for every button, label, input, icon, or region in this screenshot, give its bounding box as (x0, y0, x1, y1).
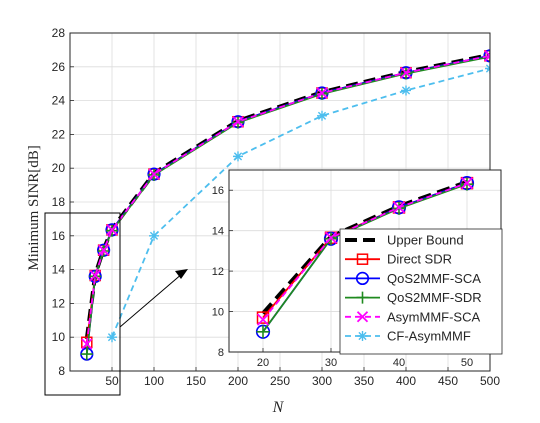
x-tick-label: 300 (312, 374, 332, 388)
inset-series-group (255, 176, 475, 339)
inset-x-tick-label: 20 (257, 357, 269, 369)
legend-marker-asymmmf-sca (356, 311, 369, 323)
y-tick-label: 22 (52, 127, 66, 141)
y-tick-label: 28 (52, 26, 66, 40)
point-asymmmf-sca (81, 338, 93, 350)
zoom-region-box (44, 212, 121, 396)
x-tick-label: 350 (354, 374, 374, 388)
legend-label-qos2mmf-sca: QoS2MMF-SCA (387, 271, 481, 286)
x-tick-label: 500 (480, 374, 500, 388)
y-tick-label: 20 (52, 161, 66, 175)
point-asymmmf-sca (484, 50, 490, 62)
inset-point-asymmmf-sca (324, 231, 338, 244)
point-cf-asymmmf (149, 230, 159, 241)
legend-label-upper-bound: Upper Bound (387, 233, 464, 248)
x-tick-label: 50 (105, 374, 119, 388)
x-axis-label: N (272, 399, 285, 416)
inset-line-upper-bound (261, 180, 468, 316)
legend-entry-direct-sdr: Direct SDR (345, 252, 452, 267)
legend-marker-qos2mmf-sca (355, 271, 370, 286)
y-tick-label: 14 (52, 263, 66, 277)
legend-entry-upper-bound: Upper Bound (345, 233, 464, 248)
y-tick-label: 24 (52, 94, 66, 108)
legend-label-qos2mmf-sdr: QoS2MMF-SDR (387, 290, 482, 305)
inset-x-tick-label: 50 (461, 357, 473, 369)
inset-point-asymmmf-sca (392, 201, 406, 214)
point-asymmmf-sca (148, 168, 160, 180)
inset-x-tick-label: 40 (393, 357, 405, 369)
legend-entry-qos2mmf-sdr: QoS2MMF-SDR (345, 290, 482, 305)
line-cf-asymmmf (111, 67, 490, 338)
zoom-arrow-head (175, 269, 188, 279)
point-asymmmf-sca (89, 269, 101, 282)
inset-y-tick-label: 12 (212, 266, 224, 278)
zoom-arrow-line (119, 272, 184, 328)
point-asymmmf-sca (316, 87, 328, 99)
legend-entry-qos2mmf-sca: QoS2MMF-SCA (345, 271, 481, 286)
point-asymmmf-sca (232, 116, 244, 128)
line-asymmmf-sca (85, 54, 490, 345)
inset-y-tick-label: 16 (212, 185, 224, 197)
inset-line-asymmmf-sca (262, 182, 468, 321)
point-direct-sdr (484, 50, 490, 62)
inset-y-tick-label: 14 (212, 226, 224, 238)
legend-label-asymmmf-sca: AsymMMF-SCA (387, 309, 480, 324)
inset-point-direct-sdr (256, 311, 270, 324)
y-tick-label: 18 (52, 195, 66, 209)
x-tick-label: 150 (186, 374, 206, 388)
series-asymmmf-sca (81, 50, 490, 350)
inset-y-tick-label: 8 (218, 347, 224, 359)
legend-marker-cf-asymmmf (357, 331, 368, 341)
legend-box (339, 228, 503, 355)
point-asymmmf-sca (106, 224, 118, 236)
legend: Upper Bound Direct SDR QoS2MMF-SCA QoS2MMF-… (339, 228, 503, 355)
inset-series-asymmmf-sca (256, 177, 474, 326)
main-ticks: 50 100 150 200 250 300 350 400 450 500 8 10 12 14 16 18… (52, 26, 501, 388)
y-axis-label: Minimum SINR[dB] (26, 145, 42, 270)
x-tick-label: 250 (270, 374, 290, 388)
inset-line-qos2mmf-sdr (262, 183, 468, 333)
y-tick-label: 12 (52, 296, 66, 310)
legend-marker-qos2mmf-sdr (356, 291, 369, 304)
y-tick-label: 8 (58, 364, 65, 378)
inset-series-upper-bound (261, 180, 468, 316)
inset-y-tick-label: 10 (212, 307, 224, 319)
main-series-group (80, 49, 490, 361)
inset-point-asymmmf-sca (460, 177, 474, 190)
point-cf-asymmmf (233, 151, 243, 162)
legend-label-direct-sdr: Direct SDR (387, 252, 452, 267)
inset-point-asymmmf-sca (256, 313, 270, 326)
legend-entry-asymmmf-sca: AsymMMF-SCA (345, 309, 480, 324)
inset-point-qos2mmf-sdr (256, 325, 270, 339)
legend-entry-cf-asymmmf: CF-AsymMMF (345, 329, 471, 344)
point-qos2mmf-sdr (80, 348, 93, 361)
point-cf-asymmmf (317, 110, 327, 121)
y-tick-label: 26 (52, 60, 66, 74)
inset-x-tick-label: 30 (325, 357, 337, 369)
legend-marker-direct-sdr (356, 253, 369, 265)
point-cf-asymmmf (107, 332, 117, 343)
x-tick-label: 100 (144, 374, 164, 388)
point-cf-asymmmf (401, 85, 411, 96)
y-tick-label: 16 (52, 229, 66, 243)
point-qos2mmf-sca (483, 49, 490, 63)
point-asymmmf-sca (97, 244, 110, 256)
x-tick-label: 400 (396, 374, 416, 388)
x-tick-label: 450 (438, 374, 458, 388)
legend-label-cf-asymmmf: CF-AsymMMF (387, 329, 471, 344)
series-cf-asymmmf (107, 63, 490, 343)
point-asymmmf-sca (400, 67, 412, 79)
x-tick-label: 200 (228, 374, 248, 388)
y-tick-label: 10 (52, 330, 66, 344)
